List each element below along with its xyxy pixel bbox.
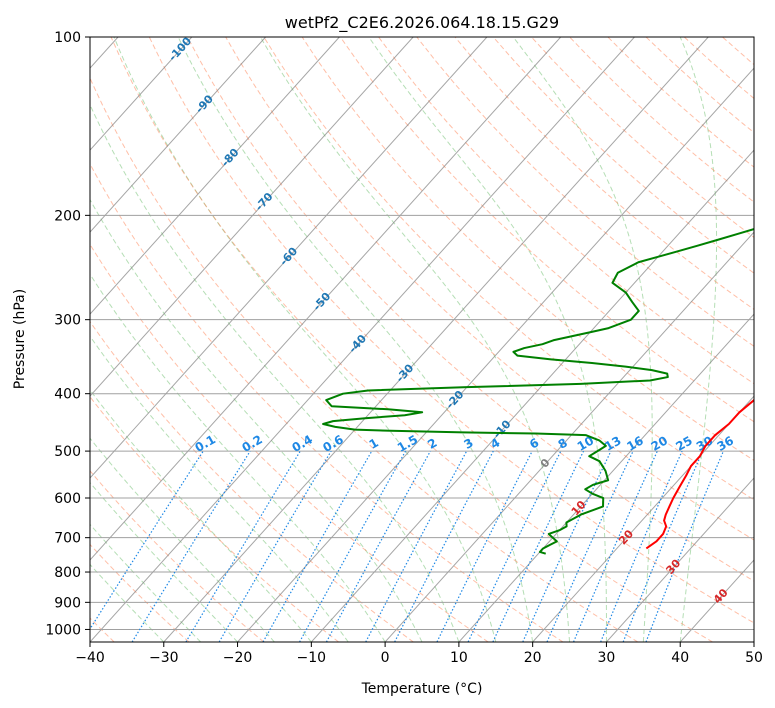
moist-adiabat-line: [368, 37, 607, 642]
dry-adiabat-line: [110, 37, 713, 642]
data-series: [322, 227, 754, 555]
y-tick-label: 200: [54, 208, 81, 224]
y-tick-label: 100: [54, 30, 81, 46]
dry-adiabat-line: [454, 37, 754, 311]
mixing-ratio-line: [645, 450, 724, 642]
x-tick-label: −40: [75, 650, 105, 666]
dewpoint-profile-line: [322, 227, 754, 555]
x-axis-label: Temperature (°C): [361, 681, 483, 697]
plot-frame: [89, 36, 755, 643]
isotherm-line: [90, 37, 340, 315]
x-tick-label: 30: [598, 650, 616, 666]
y-tick-label: 300: [54, 313, 81, 329]
mixing-ratio-line: [600, 450, 683, 642]
mixing-ratio-line: [436, 450, 533, 642]
x-tick-label: 20: [524, 650, 542, 666]
mixing-ratio-line: [394, 450, 494, 642]
isotherm-line: [532, 395, 754, 642]
isotherm-line: [237, 67, 754, 642]
dry-adiabat-line: [90, 470, 265, 642]
dry-adiabat-line: [263, 37, 754, 501]
isotherm-line: [384, 231, 754, 642]
moist-adiabat-line: [90, 389, 312, 642]
chart-title: wetPf2_C2E6.2026.064.18.15.G29: [285, 13, 559, 33]
dry-adiabat-line: [378, 37, 754, 385]
mixing-ratio-line: [365, 450, 468, 642]
moist-adiabat-line: [177, 37, 534, 642]
moist-adiabat-line: [113, 37, 497, 642]
mixing-ratio-line: [622, 450, 704, 642]
isotherm-line: [163, 37, 709, 642]
plot-area: -100-90-80-70-60-50-40-30-20-10010203040…: [90, 37, 754, 642]
moist-adiabat-line: [90, 103, 460, 642]
dry-adiabat-line: [90, 76, 639, 642]
isotherm-line: [90, 37, 266, 233]
isotherm-line: [90, 37, 562, 561]
dry-adiabat-line: [187, 37, 754, 582]
y-tick-label: 800: [54, 565, 81, 581]
y-tick-label: 700: [54, 531, 81, 547]
moist-adiabat-line: [90, 481, 238, 642]
y-axis-label: Pressure (hPa): [12, 289, 28, 389]
dry-adiabat-line: [90, 243, 489, 642]
temperature-profile-line: [645, 397, 754, 550]
isotherms: [90, 37, 754, 642]
isotherm-line: [90, 37, 488, 479]
mixing-ratio-line: [492, 450, 585, 642]
y-tick-label: 400: [54, 387, 81, 403]
y-tick-label: 900: [54, 595, 81, 611]
x-tick-label: 40: [671, 650, 689, 666]
dry-adiabat-line: [148, 37, 754, 624]
y-tick-label: 500: [54, 444, 81, 460]
moist-adiabat-line: [90, 437, 275, 642]
moist-adiabat-line: [90, 563, 165, 642]
x-tick-label: 10: [450, 650, 468, 666]
mixing-ratio-line: [299, 450, 407, 642]
y-tick-label: 600: [54, 491, 81, 507]
isobars: [90, 37, 754, 630]
isotherm-line: [310, 149, 754, 642]
moist-adiabats: [90, 37, 718, 642]
dry-adiabat-line: [339, 37, 754, 423]
isotherm-line: [90, 37, 193, 151]
x-tick-label: −10: [297, 650, 327, 666]
isotherm-line: [606, 477, 754, 642]
mixing-ratio-line: [572, 450, 658, 642]
x-tick-label: −30: [149, 650, 179, 666]
mixing-ratio-lines: [90, 450, 724, 642]
mixing-ratio-line: [185, 450, 301, 642]
moist-adiabat-line: [512, 37, 653, 642]
y-tick-label: 1000: [45, 622, 81, 638]
moist-adiabat-line: [90, 523, 202, 642]
y-axis-ticks: 1000 900 800 700 600 500 400 300 200 100: [45, 30, 90, 638]
isotherm-line: [90, 37, 635, 642]
mixing-ratio-line: [325, 450, 431, 642]
moist-adiabat-line: [90, 273, 386, 642]
isotherm-line: [458, 313, 754, 642]
moist-adiabat-line: [260, 37, 571, 642]
x-tick-label: −20: [223, 650, 253, 666]
mixing-ratio-line: [546, 450, 634, 642]
x-tick-label: 0: [381, 650, 390, 666]
x-axis-ticks: −40 −30 −20 −10 0 10 20 30 40 50: [75, 642, 763, 666]
moist-adiabat-line: [90, 198, 423, 642]
mixing-ratio-line: [522, 450, 612, 642]
dry-adiabat-line: [90, 395, 339, 642]
x-tick-label: 50: [745, 650, 763, 666]
mixing-ratio-line: [131, 450, 251, 642]
isotherm-line: [90, 37, 414, 397]
dry-adiabat-line: [90, 162, 564, 642]
dry-adiabat-line: [225, 37, 754, 541]
